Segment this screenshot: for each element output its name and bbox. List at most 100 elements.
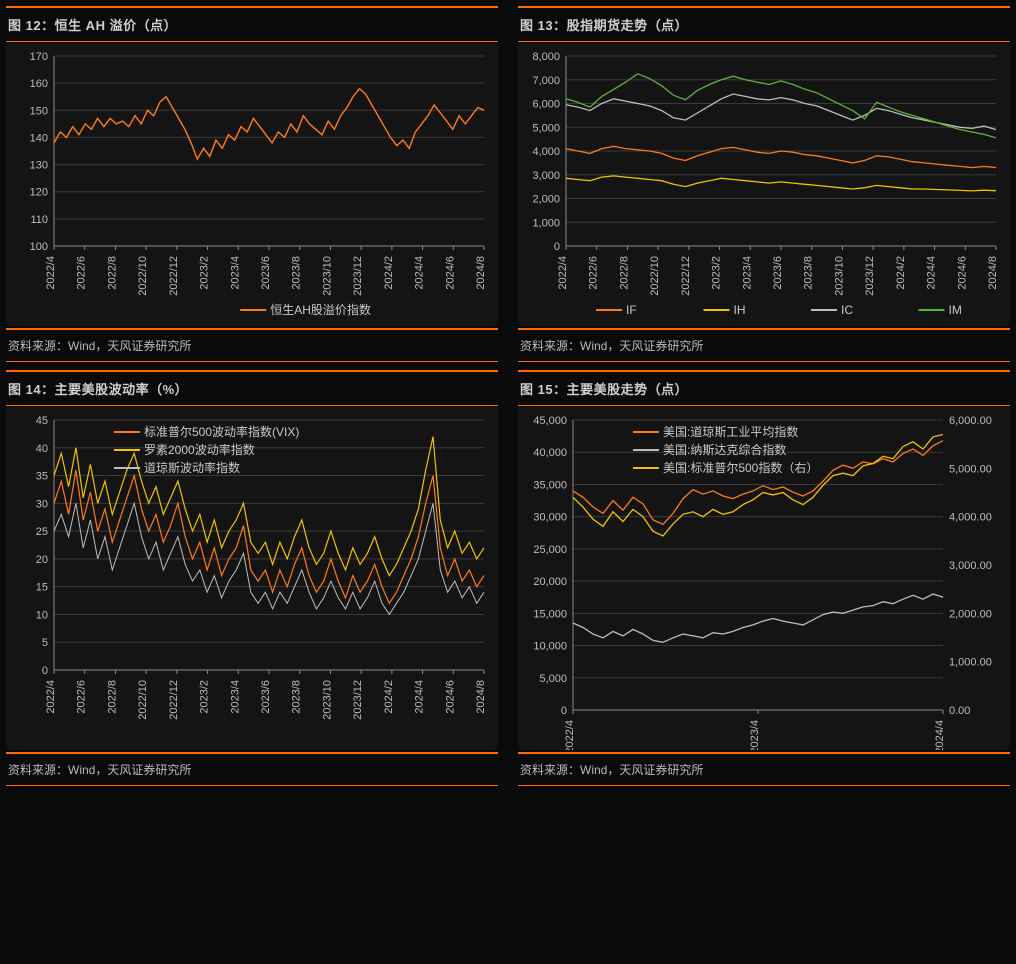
svg-text:30: 30 [36, 498, 48, 510]
svg-text:25,000: 25,000 [533, 544, 567, 556]
svg-text:2022/4: 2022/4 [564, 720, 576, 750]
svg-text:45: 45 [36, 415, 48, 427]
svg-text:140: 140 [30, 132, 48, 144]
svg-text:2023/4: 2023/4 [741, 256, 753, 290]
svg-text:标准普尔500波动率指数(VIX): 标准普尔500波动率指数(VIX) [144, 424, 299, 439]
panel-15-chart: 05,00010,00015,00020,00025,00030,00035,0… [518, 406, 1010, 750]
svg-text:6,000: 6,000 [532, 99, 560, 111]
svg-text:2022/8: 2022/8 [106, 256, 118, 290]
svg-text:2024/4: 2024/4 [414, 680, 426, 714]
svg-text:25: 25 [36, 526, 48, 538]
svg-text:IF: IF [626, 303, 637, 317]
panel-15-title: 图 15：主要美股走势（点） [518, 370, 1010, 406]
svg-text:2023/8: 2023/8 [291, 256, 303, 290]
panel-13-chart: 01,0002,0003,0004,0005,0006,0007,0008,00… [518, 42, 1010, 326]
svg-text:2023/12: 2023/12 [352, 680, 364, 720]
svg-text:2022/8: 2022/8 [618, 256, 630, 290]
svg-text:5,000: 5,000 [539, 673, 567, 685]
svg-text:IH: IH [734, 303, 746, 317]
svg-text:15: 15 [36, 582, 48, 594]
chart-grid: 图 12：恒生 AH 溢价（点） 10011012013014015016017… [6, 6, 1010, 786]
svg-text:2022/6: 2022/6 [76, 680, 88, 714]
svg-text:2023/12: 2023/12 [864, 256, 876, 296]
svg-text:2022/6: 2022/6 [588, 256, 600, 290]
svg-text:2023/6: 2023/6 [772, 256, 784, 290]
svg-text:2022/4: 2022/4 [45, 256, 57, 290]
svg-text:美国:标准普尔500指数（右）: 美国:标准普尔500指数（右） [663, 460, 818, 475]
svg-text:20,000: 20,000 [533, 576, 567, 588]
svg-text:3,000: 3,000 [532, 170, 560, 182]
svg-text:2022/10: 2022/10 [137, 680, 149, 720]
svg-text:2023/10: 2023/10 [321, 680, 333, 720]
panel-12-title: 图 12：恒生 AH 溢价（点） [6, 6, 498, 42]
svg-text:2024/4: 2024/4 [934, 720, 946, 750]
svg-text:110: 110 [30, 214, 48, 226]
svg-text:IM: IM [949, 303, 962, 317]
panel-14-source: 资料来源：Wind，天风证券研究所 [6, 752, 498, 786]
svg-text:7,000: 7,000 [532, 75, 560, 87]
svg-text:130: 130 [30, 160, 48, 172]
svg-text:120: 120 [30, 187, 48, 199]
svg-text:2024/6: 2024/6 [444, 680, 456, 714]
svg-text:1,000.00: 1,000.00 [949, 657, 992, 669]
svg-text:2022/12: 2022/12 [168, 256, 180, 296]
svg-text:150: 150 [30, 105, 48, 117]
svg-text:2023/2: 2023/2 [199, 680, 211, 714]
svg-text:35: 35 [36, 471, 48, 483]
svg-text:2022/10: 2022/10 [137, 256, 149, 296]
panel-12-chart: 1001101201301401501601702022/42022/62022… [6, 42, 498, 326]
svg-text:IC: IC [841, 303, 853, 317]
panel-13: 图 13：股指期货走势（点） 01,0002,0003,0004,0005,00… [518, 6, 1010, 362]
svg-text:170: 170 [30, 51, 48, 63]
svg-text:2023/12: 2023/12 [352, 256, 364, 296]
svg-text:2,000: 2,000 [532, 194, 560, 206]
panel-13-source: 资料来源：Wind，天风证券研究所 [518, 328, 1010, 362]
svg-text:2022/12: 2022/12 [680, 256, 692, 296]
svg-text:2022/6: 2022/6 [76, 256, 88, 290]
svg-text:10: 10 [36, 609, 48, 621]
svg-text:2024/4: 2024/4 [414, 256, 426, 290]
svg-text:40,000: 40,000 [533, 447, 567, 459]
svg-text:0.00: 0.00 [949, 705, 970, 717]
svg-text:2022/10: 2022/10 [649, 256, 661, 296]
svg-text:5,000: 5,000 [532, 122, 560, 134]
svg-text:2023/10: 2023/10 [321, 256, 333, 296]
svg-text:罗素2000波动率指数: 罗素2000波动率指数 [144, 442, 255, 457]
svg-text:4,000: 4,000 [532, 146, 560, 158]
svg-text:2022/8: 2022/8 [106, 680, 118, 714]
panel-15-source: 资料来源：Wind，天风证券研究所 [518, 752, 1010, 786]
svg-text:15,000: 15,000 [533, 608, 567, 620]
svg-text:2023/6: 2023/6 [260, 680, 272, 714]
panel-14-chart: 0 5 10 15 20 25 30 35 40 45 2022/4 2022/6 2022/8 2022… [6, 406, 498, 750]
svg-text:2024/2: 2024/2 [383, 256, 395, 290]
svg-text:0: 0 [554, 241, 560, 253]
svg-text:2024/4: 2024/4 [926, 256, 938, 290]
svg-text:6,000.00: 6,000.00 [949, 415, 992, 427]
svg-text:恒生AH股溢价指数: 恒生AH股溢价指数 [270, 302, 371, 317]
svg-text:2024/8: 2024/8 [475, 256, 487, 290]
panel-14: 图 14：主要美股波动率（%） 0 5 10 15 20 25 30 35 40 45 2022/4… [6, 370, 498, 786]
svg-text:5: 5 [42, 637, 48, 649]
svg-text:2022/12: 2022/12 [168, 680, 180, 720]
svg-text:2023/6: 2023/6 [260, 256, 272, 290]
svg-text:40: 40 [36, 443, 48, 455]
svg-text:2023/4: 2023/4 [749, 720, 761, 750]
svg-text:2,000.00: 2,000.00 [949, 608, 992, 620]
panel-14-title: 图 14：主要美股波动率（%） [6, 370, 498, 406]
svg-text:3,000.00: 3,000.00 [949, 560, 992, 572]
svg-text:2024/6: 2024/6 [444, 256, 456, 290]
svg-text:2023/8: 2023/8 [291, 680, 303, 714]
svg-text:2023/4: 2023/4 [229, 256, 241, 290]
svg-text:2023/8: 2023/8 [803, 256, 815, 290]
svg-text:美国:道琼斯工业平均指数: 美国:道琼斯工业平均指数 [663, 424, 798, 439]
panel-15: 图 15：主要美股走势（点） 05,00010,00015,00020,0002… [518, 370, 1010, 786]
svg-text:0: 0 [561, 705, 567, 717]
svg-text:35,000: 35,000 [533, 479, 567, 491]
svg-text:0: 0 [42, 665, 48, 677]
svg-text:8,000: 8,000 [532, 51, 560, 63]
svg-text:2022/4: 2022/4 [45, 680, 57, 714]
svg-text:30,000: 30,000 [533, 512, 567, 524]
panel-13-title: 图 13：股指期货走势（点） [518, 6, 1010, 42]
svg-text:2023/2: 2023/2 [711, 256, 723, 290]
svg-text:20: 20 [36, 554, 48, 566]
